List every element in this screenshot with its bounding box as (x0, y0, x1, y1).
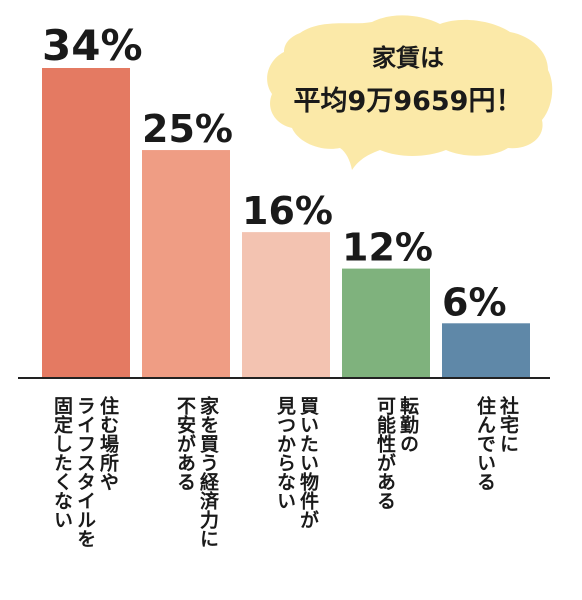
bar-1 (42, 68, 130, 378)
value-label-4: 12% (342, 226, 433, 270)
annotation-bubble: 家賃は 平均9万9659円！ (267, 15, 553, 171)
value-label-1: 34% (42, 21, 143, 70)
category-label-1-line-1: 住む場所や (97, 395, 119, 491)
annotation-line1: 家賃は (372, 44, 444, 72)
category-label-3-line-1: 買いたい物件が (297, 396, 319, 529)
category-label-2-line-1: 家を買う経済力に (197, 395, 219, 548)
category-label-1-line-3: 固定したくない (51, 396, 73, 529)
bar-5 (442, 323, 530, 378)
annotation-line2: 平均9万9659円！ (294, 86, 523, 117)
value-label-3: 16% (242, 189, 333, 233)
category-label-1-line-2: ライフスタイルを (74, 396, 96, 548)
value-labels-group: 34% 25%16%12%6% (42, 21, 507, 324)
bar-2 (142, 150, 230, 378)
bars-group (42, 68, 530, 378)
category-label-5-line-1: 社宅に (497, 395, 520, 453)
category-label-2-line-2: 不安がある (174, 396, 196, 491)
speech-bubble-shape (267, 15, 553, 171)
bar-4 (342, 268, 430, 378)
bar-3 (242, 232, 330, 378)
value-label-2: 25% (142, 107, 233, 151)
value-label-5: 6% (442, 280, 507, 324)
category-label-5-line-2: 住んでいる (474, 395, 496, 491)
category-label-4-line-1: 転勤の (397, 396, 419, 453)
category-label-4-line-2: 可能性がある (374, 396, 396, 510)
category-label-3-line-2: 見つからない (274, 396, 296, 510)
